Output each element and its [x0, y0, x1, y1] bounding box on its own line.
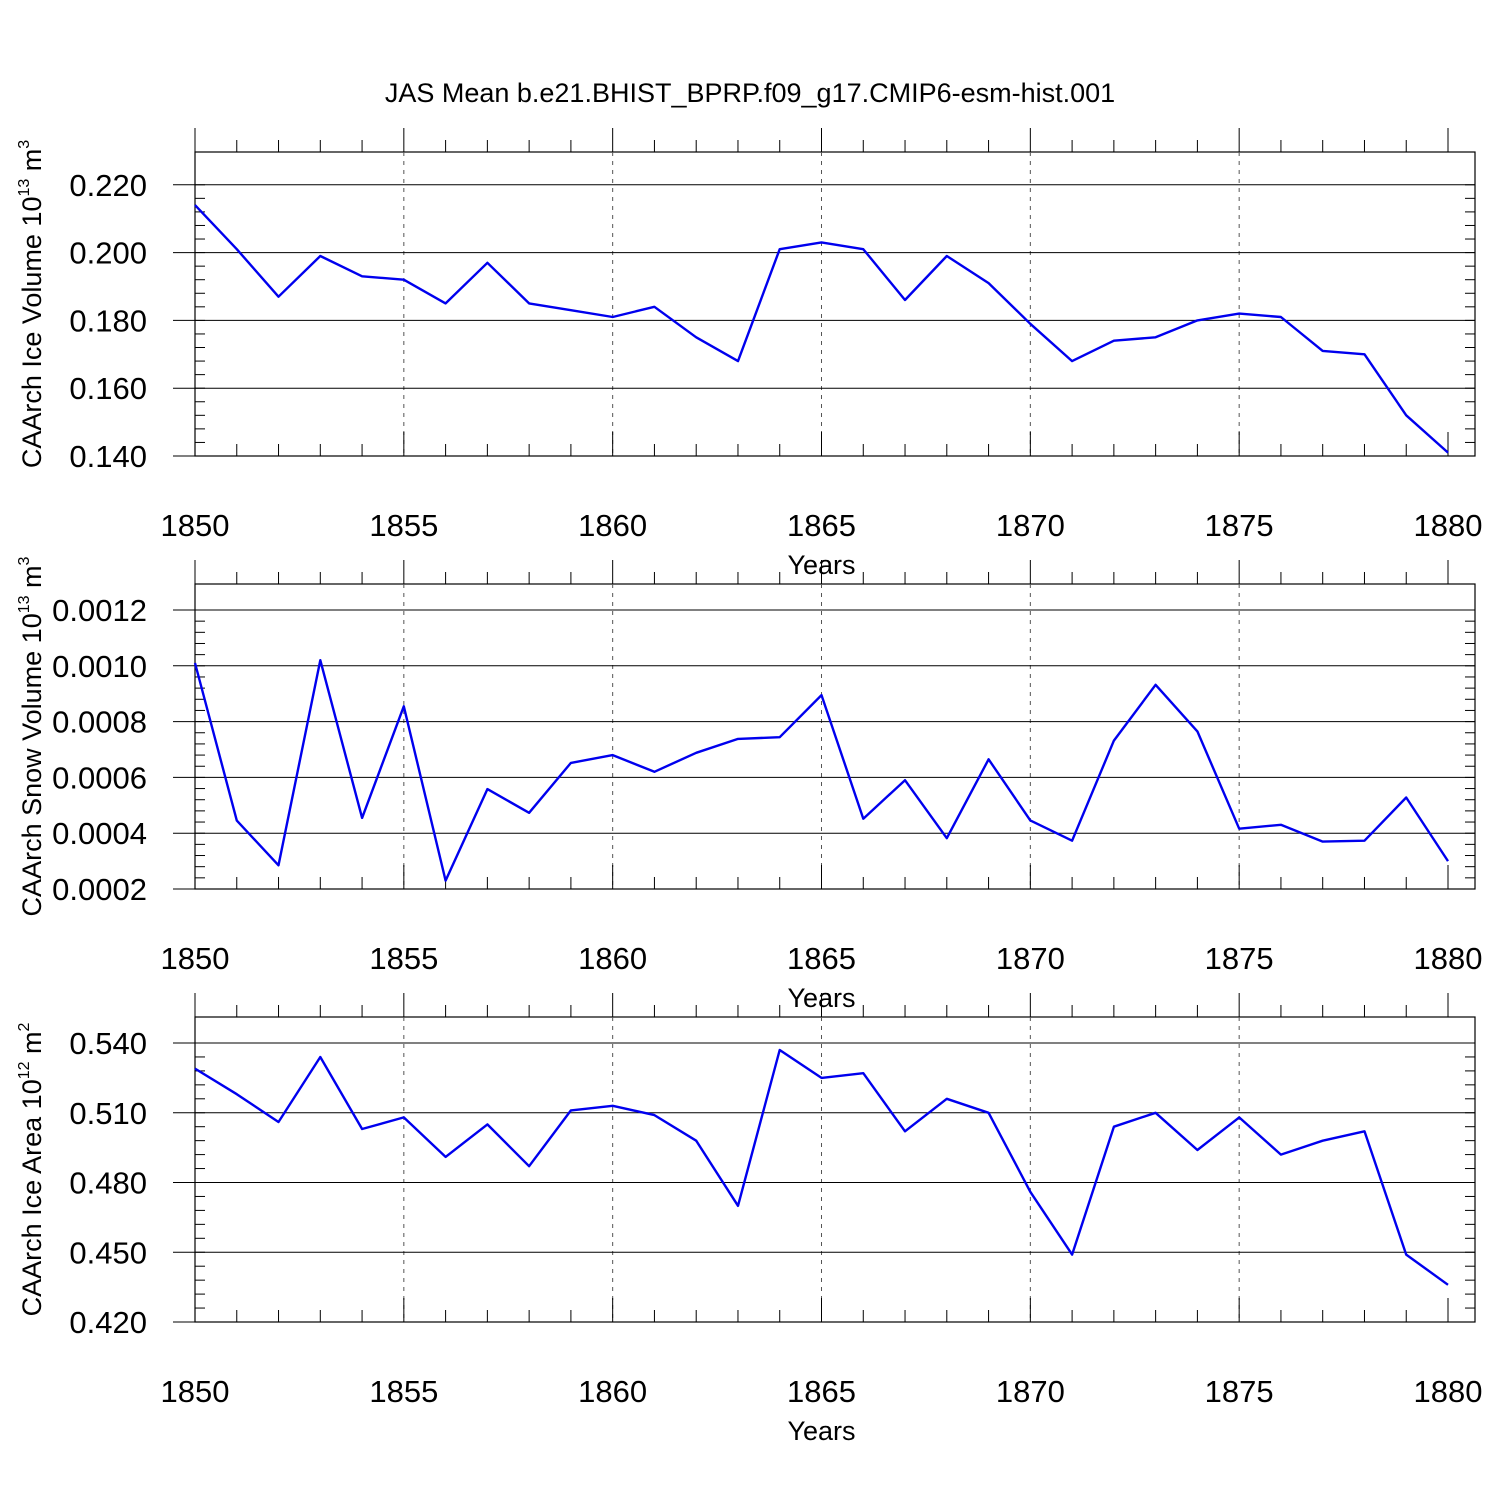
y-tick-label: 0.420	[69, 1305, 147, 1340]
x-tick-label: 1855	[369, 1374, 438, 1409]
x-tick-label: 1875	[1205, 1374, 1274, 1409]
y-tick-label: 0.0010	[52, 649, 147, 684]
y-tick-label: 0.540	[69, 1026, 147, 1061]
x-tick-label: 1850	[161, 1374, 230, 1409]
y-tick-label: 0.0012	[52, 593, 147, 628]
series-line	[194, 1048, 1449, 1286]
y-axis-title: CAArch Snow Volume 1013 m3	[16, 556, 47, 916]
x-tick-label: 1865	[787, 508, 856, 543]
plot-frame	[194, 1016, 1476, 1323]
x-tick-label: 1870	[996, 941, 1065, 976]
x-axis-title: Years	[787, 1416, 855, 1446]
x-tick-label: 1850	[161, 508, 230, 543]
x-tick-label: 1855	[369, 941, 438, 976]
y-tick-label: 0.450	[69, 1235, 147, 1270]
y-tick-label: 0.480	[69, 1166, 147, 1201]
y-tick-label: 0.0008	[52, 705, 147, 740]
x-tick-label: 1880	[1414, 1374, 1483, 1409]
chart-panel-2: 1850 1855 1860 1865 1870 1875 1880 0.0002 0.0004…	[16, 556, 1482, 1013]
x-tick-label: 1880	[1414, 508, 1483, 543]
y-tick-label: 0.140	[69, 439, 147, 474]
x-tick-label: 1865	[787, 941, 856, 976]
chart-title: JAS Mean b.e21.BHIST_BPRP.f09_g17.CMIP6-…	[384, 78, 1116, 108]
y-tick-label: 0.180	[69, 303, 147, 338]
x-tick-label: 1850	[161, 941, 230, 976]
x-tick-label: 1875	[1205, 941, 1274, 976]
chart-panel-3: 1850 1855 1860 1865 1870 1875 1880 0.420 0.450 0.…	[16, 993, 1482, 1446]
y-axis-title: CAArch Ice Volume 1013 m3	[16, 140, 47, 468]
x-tick-label: 1870	[996, 508, 1065, 543]
y-tick-label: 0.510	[69, 1096, 147, 1131]
x-tick-label: 1880	[1414, 941, 1483, 976]
y-tick-label: 0.160	[69, 371, 147, 406]
y-tick-label: 0.220	[69, 168, 147, 203]
x-tick-label: 1855	[369, 508, 438, 543]
plot-frame	[194, 151, 1476, 457]
y-tick-label: 0.0002	[52, 872, 147, 907]
y-tick-label: 0.0006	[52, 760, 147, 795]
y-tick-label: 0.200	[69, 236, 147, 271]
x-tick-label: 1875	[1205, 508, 1274, 543]
x-tick-label: 1860	[578, 508, 647, 543]
x-tick-label: 1870	[996, 1374, 1065, 1409]
y-axis-title: CAArch Ice Area 1012 m2	[16, 1022, 47, 1316]
y-tick-label: 0.0004	[52, 816, 147, 851]
chart-panel-1: 1850 1855 1860 1865 1870 1875 1880 0.140 0.160 0.…	[16, 128, 1482, 580]
x-tick-label: 1865	[787, 1374, 856, 1409]
x-tick-label: 1860	[578, 941, 647, 976]
x-tick-label: 1860	[578, 1374, 647, 1409]
